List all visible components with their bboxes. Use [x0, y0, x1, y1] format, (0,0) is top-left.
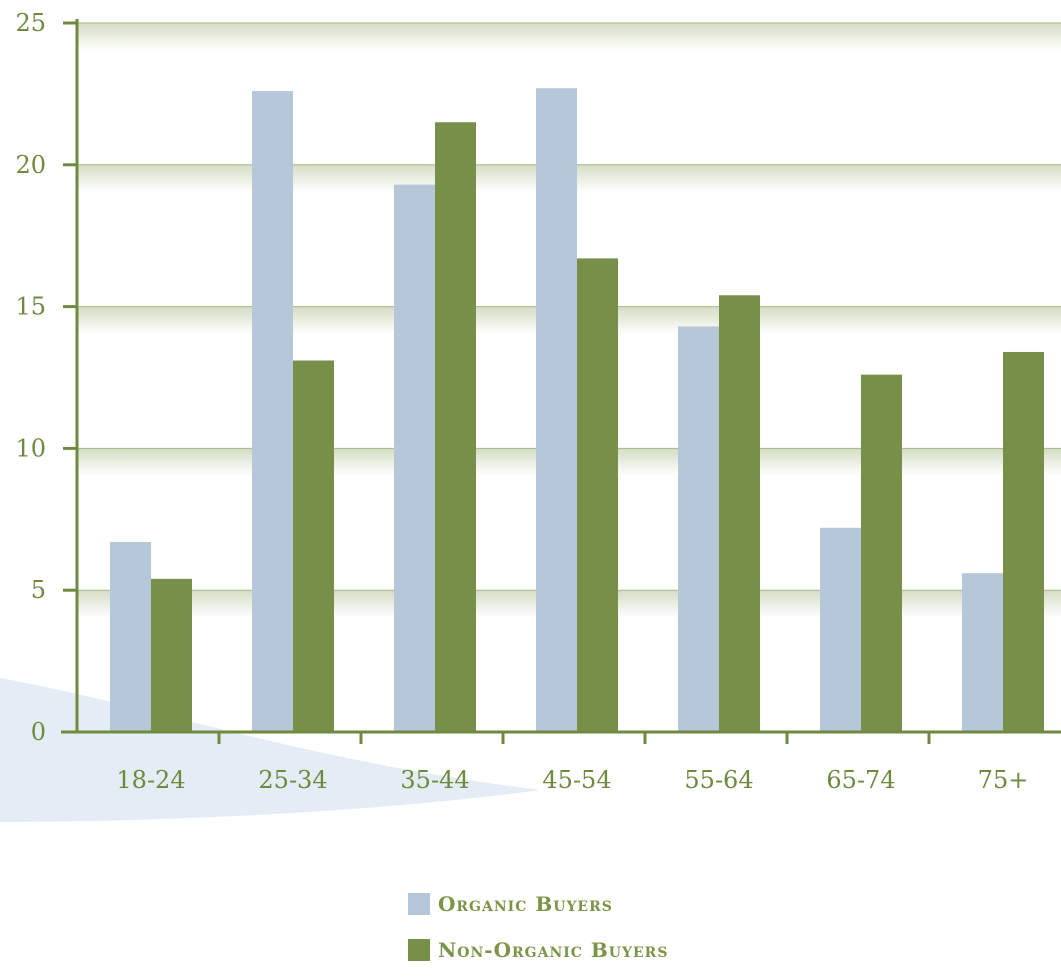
y-tick-label-5: 5: [31, 576, 46, 604]
x-axis-tick-labels: 18-24 25-34 35-44 45-54 55-64 65-74 75+: [116, 766, 1028, 794]
bar-group: [110, 88, 1044, 733]
bar-organic-45-54: [536, 88, 577, 732]
y-tick-label-15: 15: [15, 293, 46, 321]
x-tick-label-75+: 75+: [978, 766, 1029, 794]
y-tick-label-10: 10: [15, 434, 46, 462]
legend-swatch-organic: [408, 893, 430, 915]
x-tick-label-55-64: 55-64: [684, 766, 753, 794]
y-tick-label-0: 0: [31, 718, 46, 746]
y-tick-label-20: 20: [15, 151, 46, 179]
bar-organic-55-64: [678, 326, 719, 732]
bar-organic-35-44: [394, 184, 435, 733]
bar-non-organic-45-54: [577, 258, 618, 732]
bar-organic-25-34: [252, 91, 293, 732]
bar-non-organic-25-34: [293, 360, 334, 732]
bar-non-organic-18-24: [151, 578, 192, 732]
legend-item-organic: Organic Buyers: [408, 888, 668, 920]
x-tick-label-25-34: 25-34: [258, 766, 327, 794]
bar-organic-75+: [962, 573, 1003, 732]
bar-organic-18-24: [110, 541, 151, 732]
y-axis-tick-labels: 0 5 10 15 20 25: [15, 9, 46, 746]
legend-label-organic: Organic Buyers: [438, 892, 613, 916]
grid-band: [77, 23, 1061, 78]
bar-non-organic-35-44: [435, 122, 476, 732]
bar-organic-65-74: [820, 527, 861, 732]
y-tick-label-25: 25: [15, 9, 46, 37]
legend-swatch-non-organic: [408, 939, 430, 961]
legend-item-non-organic: Non-Organic Buyers: [408, 934, 668, 966]
bar-non-organic-65-74: [861, 374, 902, 732]
x-tick-label-45-54: 45-54: [542, 766, 611, 794]
bar-non-organic-55-64: [719, 295, 760, 732]
x-tick-label-65-74: 65-74: [826, 766, 895, 794]
axes: [61, 19, 1061, 744]
bar-non-organic-75+: [1003, 351, 1044, 732]
legend: Organic Buyers Non-Organic Buyers: [408, 888, 668, 980]
x-tick-label-18-24: 18-24: [116, 766, 185, 794]
x-tick-label-35-44: 35-44: [400, 766, 469, 794]
legend-label-non-organic: Non-Organic Buyers: [438, 938, 669, 962]
